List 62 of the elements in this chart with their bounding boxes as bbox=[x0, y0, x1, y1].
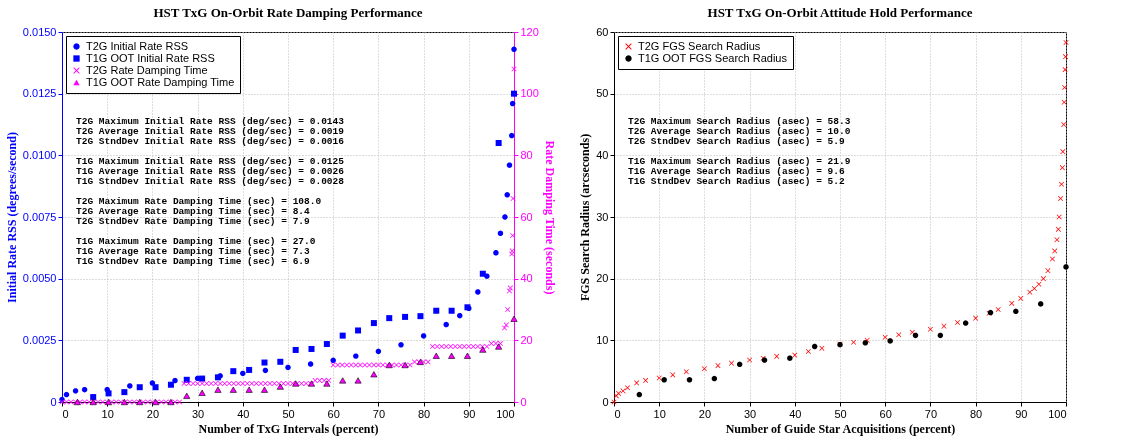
x-tick-label: 80 bbox=[969, 407, 983, 420]
x-tick-label: 70 bbox=[372, 407, 386, 420]
annotation: T1G Maximum Rate Damping Time (sec) = 27.0 T1G Average Rate Damping Time (sec) = 7.3 T1G StndDev Rate Damping Time (sec) = 6.9 bbox=[76, 236, 316, 267]
y-tick-label: 0.0075 bbox=[22, 210, 57, 223]
legend-label: T1G OOT Rate Damping Time bbox=[86, 75, 235, 88]
y-tick-label: 0.0125 bbox=[22, 87, 57, 100]
y-axis-title: Initial Rate RSS (degrees/second) bbox=[4, 132, 19, 303]
y2-tick-label: 20 bbox=[520, 333, 533, 346]
x-tick-label: 100 bbox=[496, 407, 515, 420]
y-tick-label: 60 bbox=[596, 25, 609, 38]
annotation: T1G Maximum Search Radius (asec) = 21.9 T1G Average Search Radius (asec) = 9.6 T1G StndDev Search Radius (asec) = 5.2 bbox=[628, 156, 851, 187]
x-tick-label: 100 bbox=[1048, 407, 1067, 420]
y2-tick-label: 0 bbox=[520, 395, 527, 408]
x-tick-label: 50 bbox=[834, 407, 847, 420]
legend-label: T1G OOT FGS Search Radius bbox=[638, 51, 788, 64]
x-tick-label: 90 bbox=[1015, 407, 1028, 420]
x-tick-label: 50 bbox=[282, 407, 295, 420]
x-tick-label: 30 bbox=[743, 407, 757, 420]
y2-tick-label: 60 bbox=[520, 210, 533, 223]
y-tick-label: 0 bbox=[602, 395, 609, 408]
y-tick-label: 40 bbox=[596, 148, 609, 161]
x-axis-title: Number of Guide Star Acquisitions (percent) bbox=[725, 421, 956, 436]
x-tick-label: 0 bbox=[62, 407, 69, 420]
y-tick-label: 50 bbox=[596, 87, 609, 100]
y-tick-label: 0.0150 bbox=[22, 25, 57, 38]
x-tick-label: 80 bbox=[417, 407, 431, 420]
legend-label: T1G OOT Initial Rate RSS bbox=[86, 51, 215, 64]
x-tick-label: 20 bbox=[698, 407, 712, 420]
y-tick-label: 0.0025 bbox=[22, 333, 57, 346]
y-tick-label: 10 bbox=[596, 333, 609, 346]
y-tick-label: 20 bbox=[596, 272, 609, 285]
annotation: T1G Maximum Initial Rate RSS (deg/sec) = 0.0125 T1G Average Initial Rate RSS (deg/sec) = 0.0026 T1G StndDev Initial Rate RSS (deg/sec) = 0.0028 bbox=[76, 156, 345, 187]
annotation: T2G Maximum Search Radius (asec) = 58.3 T2G Average Search Radius (asec) = 10.0 T2G StndDev Search Radius (asec) = 5.9 bbox=[628, 116, 851, 147]
annotation: T2G Maximum Initial Rate RSS (deg/sec) = 0.0143 T2G Average Initial Rate RSS (deg/sec) = 0.0019 T2G StndDev Initial Rate RSS (deg/sec) = 0.0016 bbox=[76, 116, 345, 147]
y-tick-label: 0.0050 bbox=[22, 272, 57, 285]
x-tick-label: 70 bbox=[924, 407, 938, 420]
x-tick-label: 90 bbox=[463, 407, 476, 420]
x-tick-label: 60 bbox=[879, 407, 892, 420]
y-axis-title: FGS Search Radius (arcseconds) bbox=[578, 133, 593, 302]
x-tick-label: 10 bbox=[101, 407, 114, 420]
annotation: T2G Maximum Rate Damping Time (sec) = 108.0 T2G Average Rate Damping Time (sec) = 8.4 T2G StndDev Rate Damping Time (sec) = 7.9 bbox=[76, 196, 322, 227]
y-tick-label: 0.0100 bbox=[22, 148, 57, 161]
x-tick-label: 40 bbox=[789, 407, 802, 420]
x-tick-label: 30 bbox=[191, 407, 205, 420]
x-tick-label: 10 bbox=[653, 407, 666, 420]
chart-title: HST TxG On-Orbit Attitude Hold Performance bbox=[707, 5, 973, 20]
x-tick-label: 20 bbox=[146, 407, 160, 420]
chart-title: HST TxG On-Orbit Rate Damping Performance bbox=[153, 5, 423, 20]
y2-tick-label: 120 bbox=[520, 25, 539, 38]
legend-label: T2G Rate Damping Time bbox=[86, 63, 208, 76]
x-tick-label: 0 bbox=[614, 407, 621, 420]
x-axis-title: Number of TxG Intervals (percent) bbox=[198, 421, 379, 436]
y2-tick-label: 40 bbox=[520, 272, 533, 285]
y2-tick-label: 100 bbox=[520, 87, 539, 100]
y2-tick-label: 80 bbox=[520, 148, 533, 161]
legend-label: T2G Initial Rate RSS bbox=[86, 39, 189, 52]
x-tick-label: 60 bbox=[327, 407, 340, 420]
y-tick-label: 0 bbox=[50, 395, 57, 408]
legend-label: T2G FGS Search Radius bbox=[638, 39, 761, 52]
x-tick-label: 40 bbox=[237, 407, 250, 420]
y2-axis-title: Rate Damping Time (seconds) bbox=[542, 140, 557, 295]
y-tick-label: 30 bbox=[596, 210, 609, 223]
